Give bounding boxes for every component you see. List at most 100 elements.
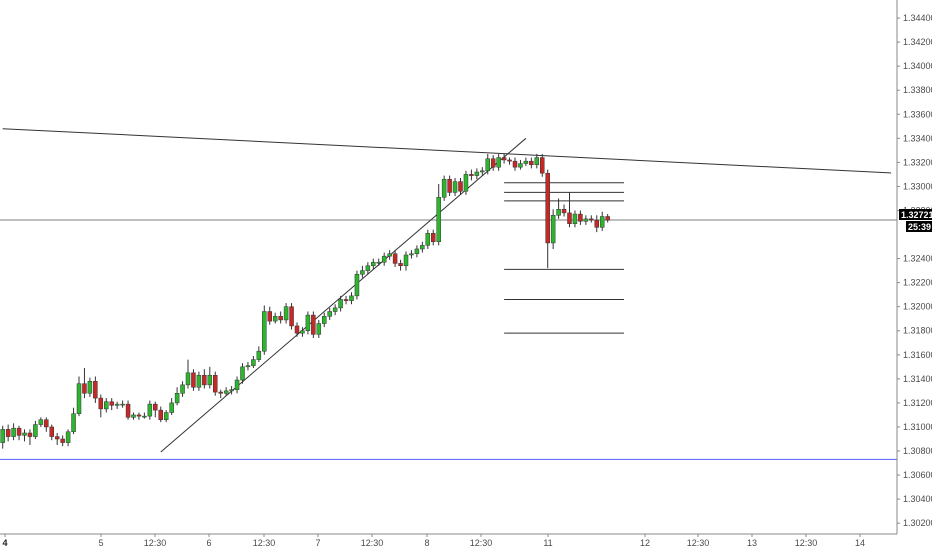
candle-body[interactable] xyxy=(550,215,556,244)
candle-body[interactable] xyxy=(496,157,501,168)
candle-body[interactable] xyxy=(158,409,163,420)
candle-body[interactable] xyxy=(360,270,365,275)
candle-body[interactable] xyxy=(431,233,436,242)
candle-body[interactable] xyxy=(354,273,360,297)
candles-group[interactable] xyxy=(0,153,610,449)
candle-body[interactable] xyxy=(60,438,65,443)
candle-body[interactable] xyxy=(605,216,610,221)
candle-body[interactable] xyxy=(185,372,191,386)
candle-body[interactable] xyxy=(54,436,60,440)
candle-body[interactable] xyxy=(300,330,305,334)
candle-body[interactable] xyxy=(223,390,229,394)
candle-body[interactable] xyxy=(338,299,343,309)
candle-body[interactable] xyxy=(322,316,327,324)
candle-body[interactable] xyxy=(283,306,289,321)
candle-body[interactable] xyxy=(16,427,22,436)
candle-body[interactable] xyxy=(11,427,16,437)
candle-body[interactable] xyxy=(343,299,349,301)
candle-body[interactable] xyxy=(371,261,376,267)
price-axis[interactable]: 1.34400 1.34200 1.34000 1.33800 1.33600 1.334… xyxy=(897,13,932,528)
candle-body[interactable] xyxy=(245,365,251,368)
candle-body[interactable] xyxy=(447,178,452,193)
candle-body[interactable] xyxy=(0,429,5,443)
candle-body[interactable] xyxy=(409,253,414,256)
candle-body[interactable] xyxy=(147,403,153,417)
candle-body[interactable] xyxy=(316,323,322,335)
candle-body[interactable] xyxy=(218,391,223,394)
candle-body[interactable] xyxy=(507,159,512,162)
candle-body[interactable] xyxy=(22,432,27,436)
candle-body[interactable] xyxy=(44,419,49,428)
candle-body[interactable] xyxy=(142,415,147,418)
candle-body[interactable] xyxy=(376,261,381,264)
candle-body[interactable] xyxy=(474,171,480,176)
candle-body[interactable] xyxy=(414,248,420,255)
candle-body[interactable] xyxy=(114,403,120,406)
candle-body[interactable] xyxy=(425,233,431,246)
candle-body[interactable] xyxy=(202,374,207,386)
candle-body[interactable] xyxy=(93,381,98,399)
candle-body[interactable] xyxy=(561,209,567,214)
candle-body[interactable] xyxy=(572,213,578,224)
candle-body[interactable] xyxy=(294,325,300,334)
rising-support-trendline[interactable] xyxy=(160,137,527,453)
candle-body[interactable] xyxy=(441,178,447,198)
candle-body[interactable] xyxy=(594,219,599,228)
candle-body[interactable] xyxy=(180,384,185,394)
candle-body[interactable] xyxy=(480,170,485,173)
candle-body[interactable] xyxy=(49,426,54,437)
candle-body[interactable] xyxy=(534,157,540,166)
candle-body[interactable] xyxy=(469,174,474,176)
candle-body[interactable] xyxy=(398,263,403,267)
candle-body[interactable] xyxy=(403,254,409,267)
candle-body[interactable] xyxy=(490,158,496,168)
candle-body[interactable] xyxy=(278,316,283,321)
candle-body[interactable] xyxy=(578,213,583,222)
time-axis[interactable]: 4 5 12:30 6 12:30 7 12:30 8 12:30 11 12 12:30 13 12:3… xyxy=(2,534,865,548)
drawing-overlays[interactable] xyxy=(0,128,897,460)
candle-body[interactable] xyxy=(529,160,534,166)
candle-body[interactable] xyxy=(420,245,425,250)
candle-body[interactable] xyxy=(131,414,136,418)
candle-body[interactable] xyxy=(540,157,545,174)
candle-body[interactable] xyxy=(545,172,550,244)
candle-body[interactable] xyxy=(191,372,196,388)
candle-body[interactable] xyxy=(136,414,142,417)
candle-body[interactable] xyxy=(567,212,572,224)
candle-body[interactable] xyxy=(452,181,458,193)
candle-body[interactable] xyxy=(153,403,158,411)
candle-body[interactable] xyxy=(349,295,354,301)
candle-body[interactable] xyxy=(109,401,114,406)
candle-body[interactable] xyxy=(381,255,387,263)
candle-body[interactable] xyxy=(76,383,82,414)
candle-body[interactable] xyxy=(229,389,234,392)
candle-body[interactable] xyxy=(518,163,523,168)
candle-body[interactable] xyxy=(256,350,262,360)
candle-body[interactable] xyxy=(196,374,202,388)
candle-body[interactable] xyxy=(327,311,332,317)
candle-body[interactable] xyxy=(392,253,398,264)
candle-body[interactable] xyxy=(65,431,71,443)
candle-body[interactable] xyxy=(234,379,240,390)
candle-body[interactable] xyxy=(104,401,109,410)
candle-body[interactable] xyxy=(87,381,93,394)
candle-body[interactable] xyxy=(267,311,272,322)
candle-body[interactable] xyxy=(458,181,463,192)
candle-body[interactable] xyxy=(332,307,338,312)
candle-body[interactable] xyxy=(169,402,174,413)
candle-body[interactable] xyxy=(512,160,518,168)
candle-body[interactable] xyxy=(523,160,529,164)
candle-body[interactable] xyxy=(262,311,267,352)
candle-body[interactable] xyxy=(240,366,245,381)
candle-body[interactable] xyxy=(589,218,594,221)
candle-body[interactable] xyxy=(501,157,507,161)
candle-body[interactable] xyxy=(599,216,605,228)
candle-body[interactable] xyxy=(125,403,131,418)
candle-body[interactable] xyxy=(485,158,490,172)
candle-body[interactable] xyxy=(207,374,213,386)
candle-body[interactable] xyxy=(251,359,256,366)
candle-body[interactable] xyxy=(213,374,218,393)
candle-body[interactable] xyxy=(387,253,392,257)
candle-body[interactable] xyxy=(82,383,87,394)
